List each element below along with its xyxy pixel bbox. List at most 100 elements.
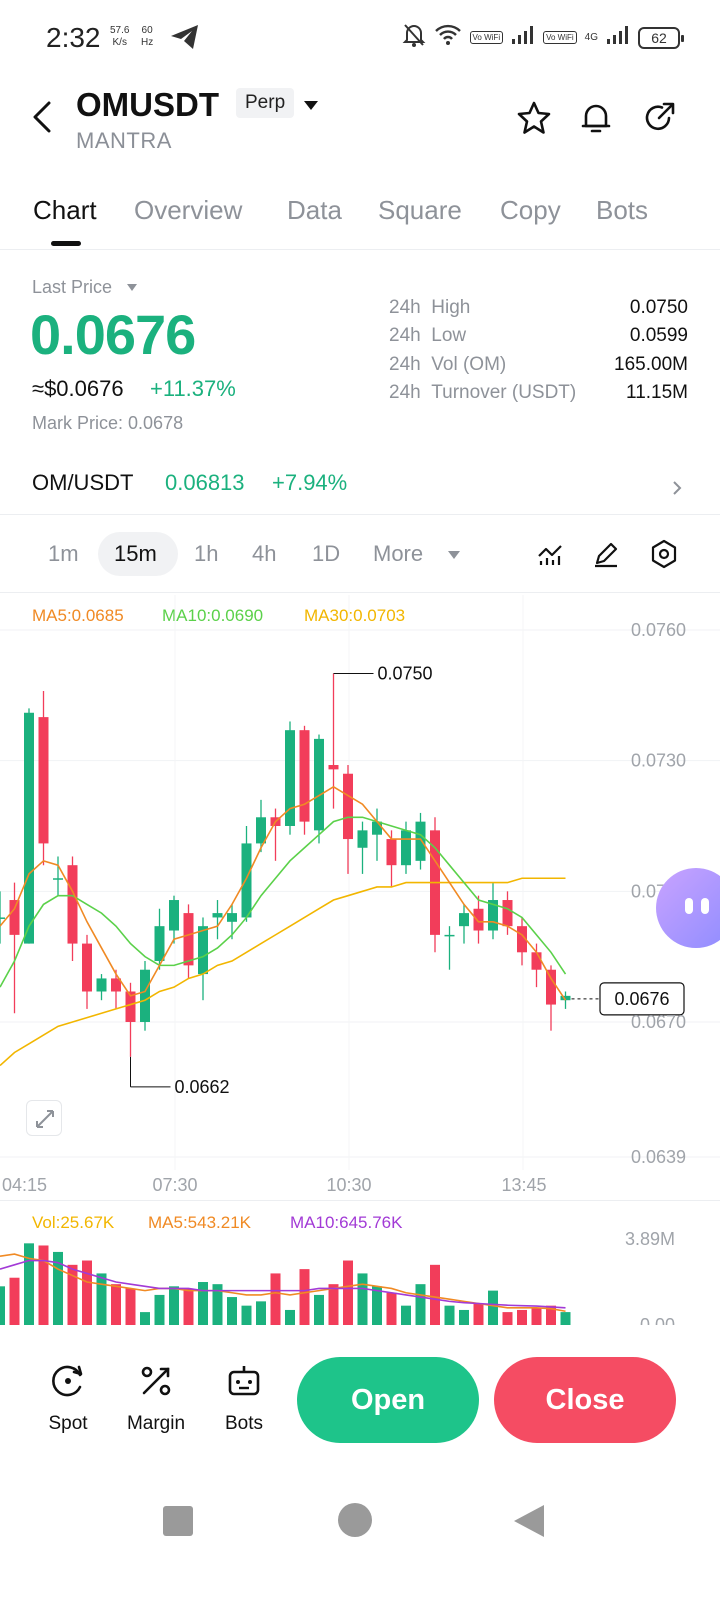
volume-bar xyxy=(53,1251,63,1325)
volume-bar xyxy=(314,1294,324,1325)
interval-4h[interactable]: 4h xyxy=(252,541,277,566)
tab-bots[interactable]: Bots xyxy=(596,195,649,225)
stat-period: 24h xyxy=(389,297,421,318)
indicator-icon xyxy=(538,545,562,565)
stat-name: High xyxy=(431,297,471,318)
y-axis-tick: 0.0760 xyxy=(631,620,686,640)
open-position-button[interactable]: Open xyxy=(297,1357,479,1443)
divider xyxy=(0,514,720,515)
volume-ma5-legend: MA5:543.21K xyxy=(148,1213,252,1232)
volume-bar xyxy=(299,1269,310,1325)
volume-bar xyxy=(328,1284,339,1325)
candle-body xyxy=(125,991,136,1022)
share-button[interactable] xyxy=(641,100,677,141)
last-price-label[interactable]: Last Price xyxy=(32,277,113,297)
volume-chart[interactable]: 3.89M 0.00 xyxy=(0,1205,720,1325)
interval-15m[interactable]: 15m xyxy=(114,541,157,566)
tab-square[interactable]: Square xyxy=(378,195,462,225)
volume-bar xyxy=(154,1294,165,1325)
interval-1d[interactable]: 1D xyxy=(312,541,341,566)
bell-icon xyxy=(581,104,611,133)
volume-bar xyxy=(212,1284,223,1325)
contract-type-badge[interactable]: Perp xyxy=(236,88,295,118)
spot-button[interactable]: Spot xyxy=(33,1362,103,1435)
share-icon xyxy=(645,102,675,130)
indicator-button[interactable] xyxy=(536,540,564,573)
margin-button[interactable]: Margin xyxy=(121,1362,191,1435)
volume-bar xyxy=(9,1277,20,1325)
divider xyxy=(0,592,720,593)
candle-body xyxy=(140,969,150,1022)
price-alert-button[interactable] xyxy=(578,100,614,141)
home-button[interactable] xyxy=(338,1503,372,1537)
margin-icon xyxy=(141,1366,171,1396)
vowifi-badge-2: Vo WiFi xyxy=(543,31,577,44)
spot-icon xyxy=(52,1365,83,1397)
interval-1m[interactable]: 1m xyxy=(48,541,79,566)
spot-pair-price[interactable]: 0.06813 xyxy=(165,470,245,495)
candle-body xyxy=(401,830,411,866)
volume-bar xyxy=(401,1305,411,1325)
stat-name: Vol (OM) xyxy=(431,354,507,375)
ma10-line xyxy=(0,816,567,988)
current-price-tag xyxy=(599,982,685,1016)
volume-bar xyxy=(343,1260,353,1325)
tab-copy[interactable]: Copy xyxy=(500,195,561,225)
volume-bar xyxy=(227,1297,237,1325)
stat-high-value: 0.0750 xyxy=(629,297,688,318)
assistant-bubble[interactable] xyxy=(656,868,720,948)
back-button[interactable] xyxy=(30,100,54,139)
stat-low-label: 24h Low xyxy=(389,325,466,347)
symbol-title[interactable]: OMUSDT xyxy=(76,86,219,123)
network-speed-value: 57.6 xyxy=(110,25,130,36)
system-back-button[interactable] xyxy=(514,1505,544,1537)
stat-name: Turnover (USDT) xyxy=(431,382,577,403)
candle-body xyxy=(67,865,78,944)
draw-tool-button[interactable] xyxy=(592,540,620,573)
volume-bar xyxy=(169,1286,179,1325)
candle-body xyxy=(24,712,34,944)
high-marker-label: 0.0750 xyxy=(378,664,433,684)
divider xyxy=(0,1200,720,1201)
volume-bar xyxy=(430,1264,440,1325)
mute-icon xyxy=(402,22,426,53)
candle-body xyxy=(328,765,339,770)
back-arrow-icon xyxy=(33,101,51,133)
fullscreen-button[interactable] xyxy=(26,1100,62,1136)
recent-apps-button[interactable] xyxy=(163,1506,193,1536)
bots-button[interactable]: Bots xyxy=(209,1362,279,1435)
tab-chart[interactable]: Chart xyxy=(33,195,97,225)
candle-body xyxy=(285,730,295,826)
volume-bar xyxy=(531,1307,542,1325)
interval-active-pill xyxy=(98,532,178,576)
network-speed-unit: K/s xyxy=(112,37,127,48)
volume-bar xyxy=(67,1264,78,1325)
current-price-label: 0.0676 xyxy=(614,989,669,1009)
volume-bar xyxy=(560,1312,571,1325)
chevron-down-icon[interactable] xyxy=(448,551,460,559)
chevron-down-icon[interactable] xyxy=(304,101,318,110)
chevron-right-icon[interactable] xyxy=(672,480,682,501)
interval-1h[interactable]: 1h xyxy=(194,541,219,566)
tab-data[interactable]: Data xyxy=(287,195,342,225)
bots-label: Bots xyxy=(224,1413,264,1434)
ma5-legend: MA5:0.0685 xyxy=(32,606,124,625)
volume-bar xyxy=(270,1273,281,1325)
chevron-down-icon[interactable] xyxy=(127,284,137,291)
ma30-legend: MA30:0.0703 xyxy=(304,606,406,625)
interval-more[interactable]: More xyxy=(373,541,424,566)
spot-pair-change[interactable]: +7.94% xyxy=(272,470,348,495)
candle-body xyxy=(517,926,527,953)
price-change-percent: +11.37% xyxy=(150,376,236,401)
ma5-line xyxy=(0,785,567,1001)
status-icons: Vo WiFi Vo WiFi 4G 62 xyxy=(402,22,684,53)
tab-overview[interactable]: Overview xyxy=(134,195,243,225)
close-position-button[interactable]: Close xyxy=(494,1357,676,1443)
volume-bar xyxy=(459,1309,469,1325)
volume-bar xyxy=(517,1309,527,1325)
chart-settings-button[interactable] xyxy=(649,539,679,574)
spot-pair-label[interactable]: OM/USDT xyxy=(32,470,134,495)
candle-body xyxy=(169,900,179,931)
favorite-star-button[interactable] xyxy=(516,100,552,141)
